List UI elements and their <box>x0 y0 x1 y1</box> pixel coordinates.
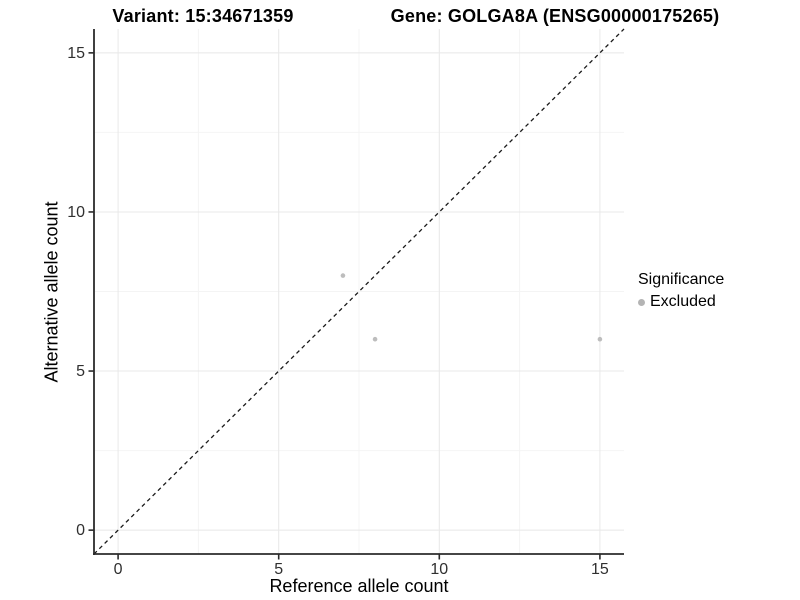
legend: Significance Excluded <box>638 271 724 311</box>
y-tick-label: 15 <box>67 45 85 62</box>
data-point <box>340 273 346 278</box>
x-tick-label: 10 <box>430 561 448 578</box>
legend-item-label: Excluded <box>650 293 716 310</box>
y-tick-label: 10 <box>67 204 85 221</box>
data-point <box>372 336 378 342</box>
variant-title: Variant: 15:34671359 <box>112 6 294 26</box>
y-tick-label: 5 <box>76 363 85 380</box>
gene-title: Gene: GOLGA8A (ENSG00000175265) <box>390 6 720 26</box>
legend-title: Significance <box>638 271 725 288</box>
y-tick-label: 0 <box>76 522 85 539</box>
y-axis-title: Alternative allele count <box>41 201 62 383</box>
legend-item-excluded: Excluded <box>638 293 724 311</box>
x-axis-title: Reference allele count <box>269 576 449 596</box>
x-tick-label: 5 <box>274 561 283 578</box>
x-tick-label: 0 <box>114 561 123 578</box>
data-point <box>597 336 603 342</box>
legend-point-swatch <box>638 298 645 306</box>
x-tick-label: 15 <box>591 561 609 578</box>
